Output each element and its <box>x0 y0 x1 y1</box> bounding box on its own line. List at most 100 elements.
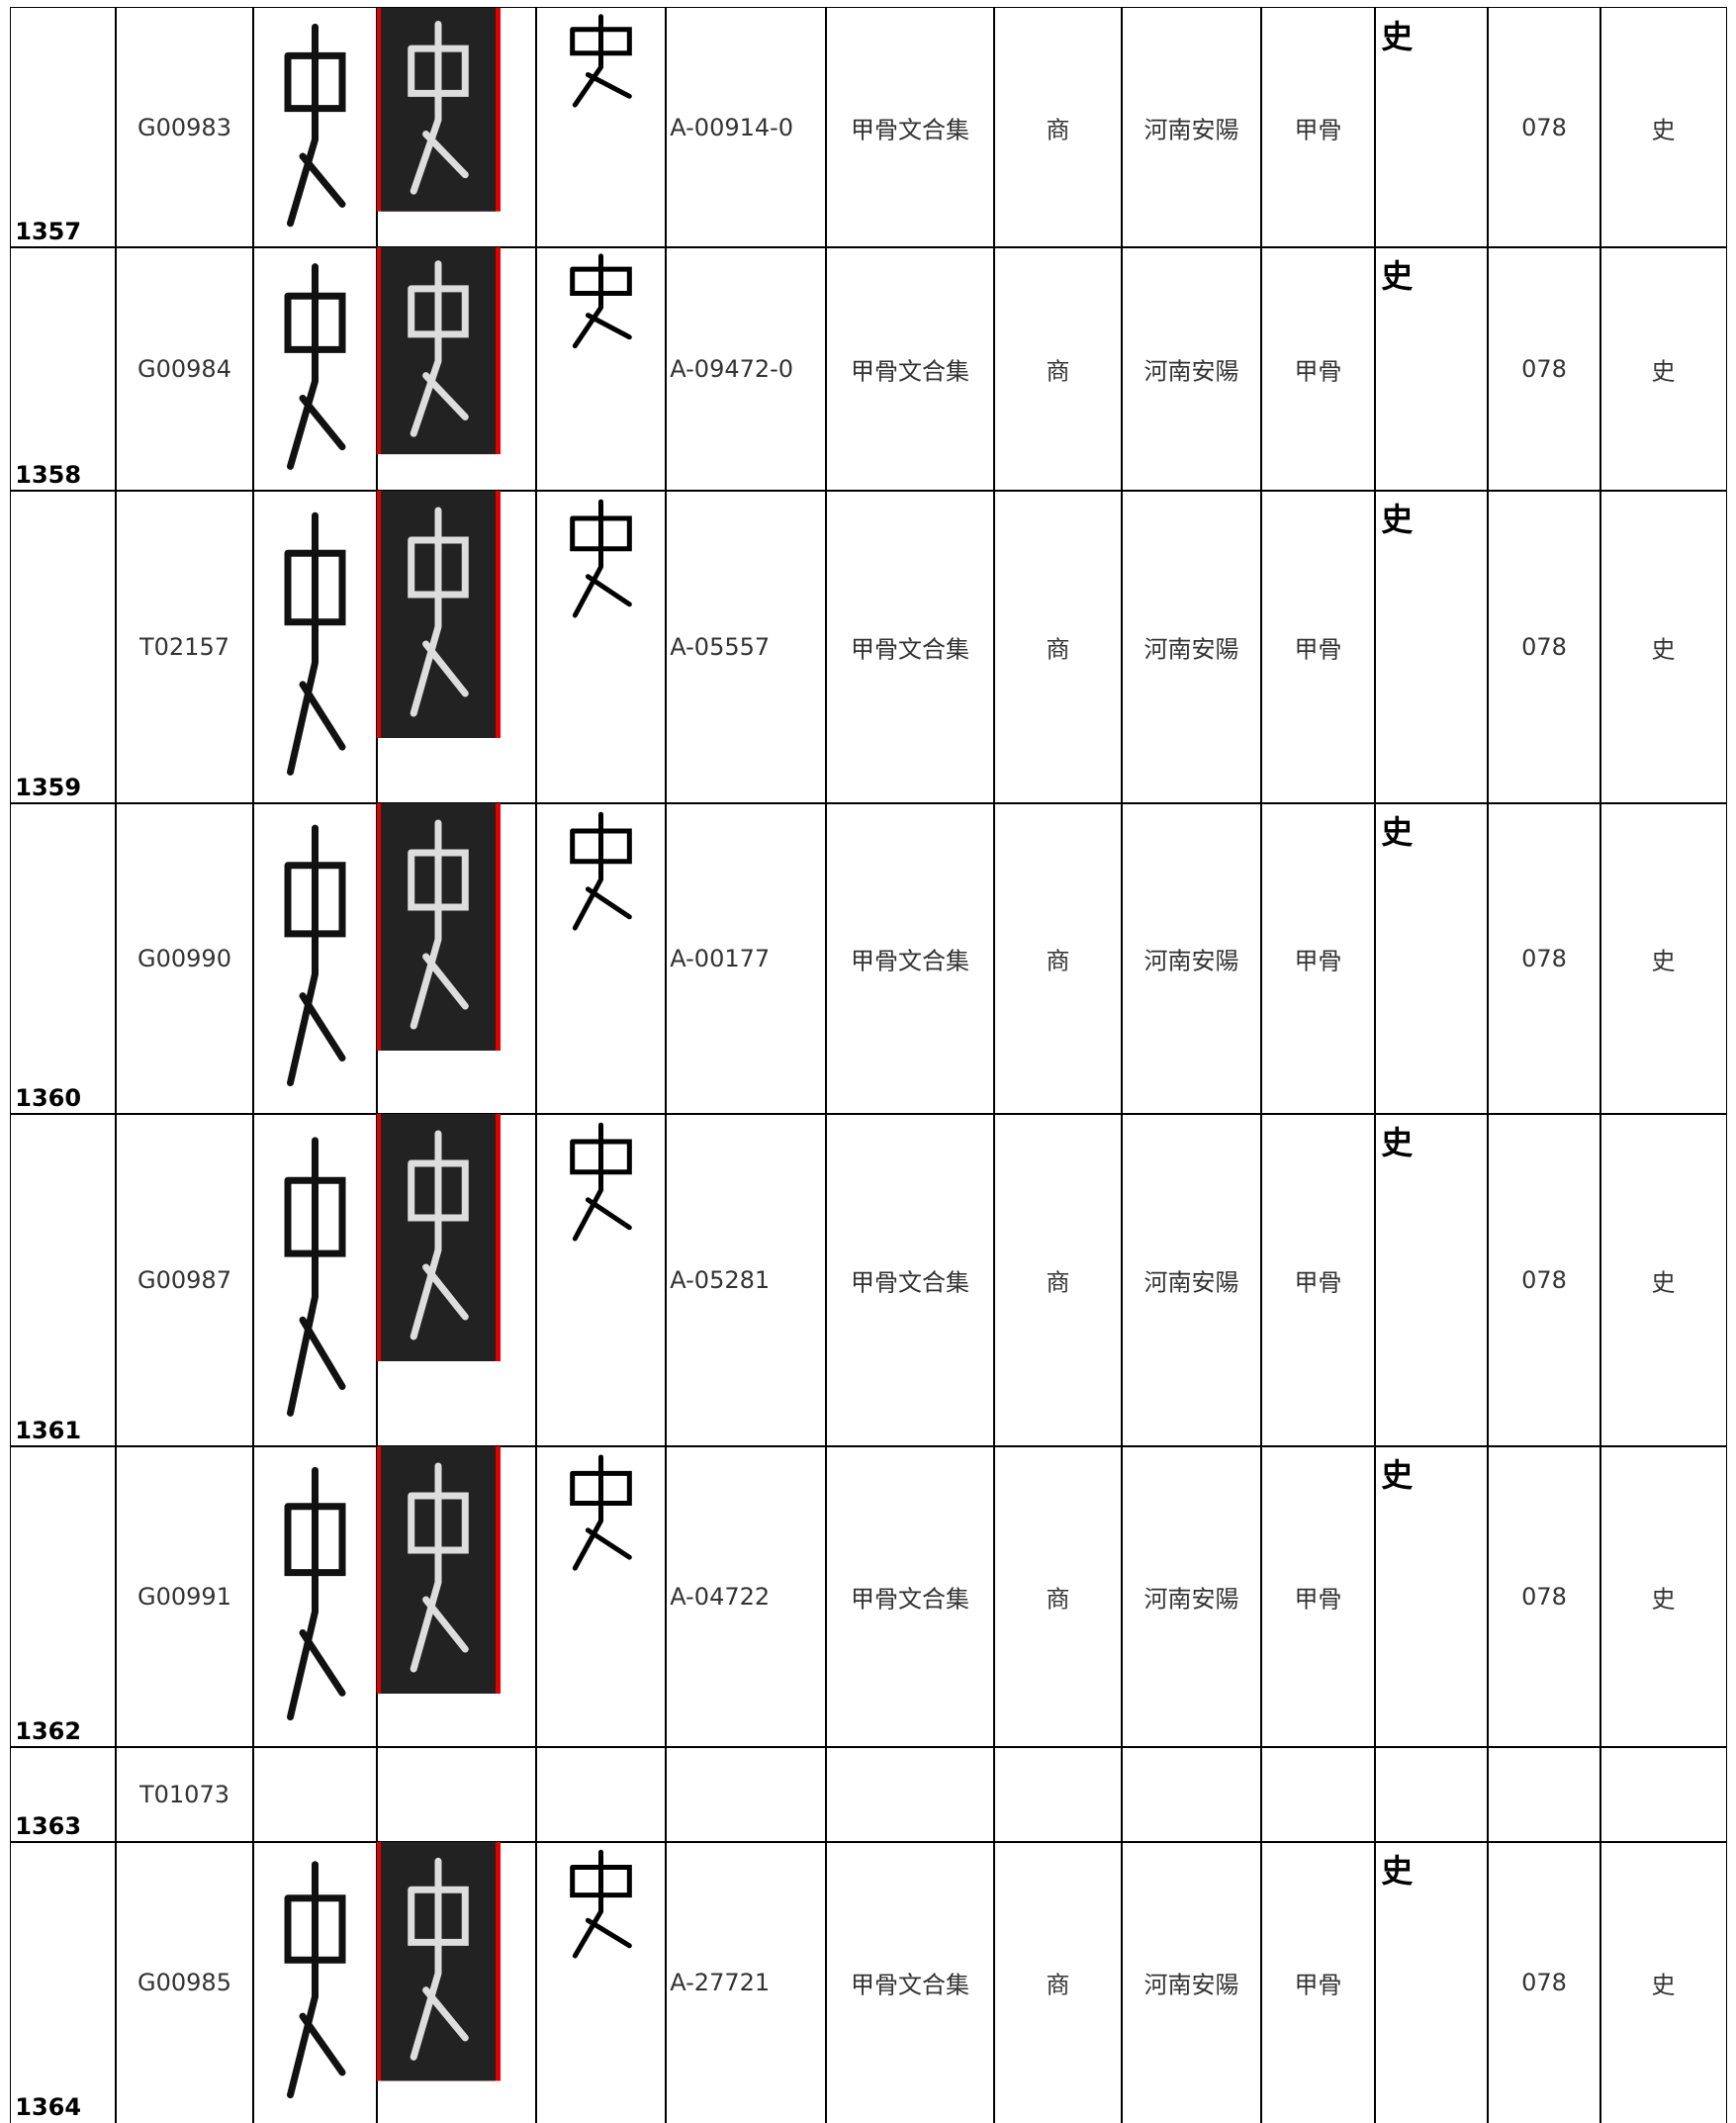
number: 078 <box>1521 355 1567 383</box>
table-cell <box>535 1445 667 1748</box>
table-cell: 河南安陽 <box>1121 802 1262 1115</box>
table-cell: 河南安陽 <box>1121 246 1262 492</box>
glyph-char: 史 <box>1381 1124 1414 1162</box>
material: 甲骨 <box>1294 1268 1342 1297</box>
table-cell: 河南安陽 <box>1121 1841 1262 2123</box>
table-cell: 甲骨文合集 <box>825 1445 995 1748</box>
table-cell: 史 <box>1374 1841 1489 2123</box>
table-cell <box>535 7 667 248</box>
table-cell <box>252 802 378 1115</box>
material: 甲骨 <box>1294 1585 1342 1614</box>
row-id: 1360 <box>15 1083 82 1112</box>
table-cell: A-05557 <box>665 490 827 804</box>
source: A-09472-0 <box>670 355 794 383</box>
table-cell <box>535 490 667 804</box>
table-cell: G00985 <box>115 1841 254 2123</box>
book: 甲骨文合集 <box>851 947 969 975</box>
glyph-char: 史 <box>1381 1456 1414 1495</box>
table-cell <box>376 1746 537 1843</box>
glyph-sketch <box>570 1122 633 1242</box>
table-cell: 甲骨 <box>1260 246 1376 492</box>
glyph-drawing <box>284 824 346 1087</box>
table-cell <box>376 1841 537 2123</box>
table-cell: 商 <box>993 1841 1123 2123</box>
table-cell: 史 <box>1599 1841 1727 2123</box>
table-cell: 甲骨 <box>1260 1445 1376 1748</box>
rubbing-image <box>377 247 502 455</box>
table-cell: 078 <box>1487 1445 1601 1748</box>
book: 甲骨文合集 <box>851 1585 969 1614</box>
table-cell: A-05281 <box>665 1113 827 1447</box>
glyph-sketch <box>570 1849 633 1959</box>
table-cell: 河南安陽 <box>1121 7 1262 248</box>
table-cell: 1364 <box>10 1841 117 2123</box>
table-cell: 甲骨文合集 <box>825 7 995 248</box>
table-cell: T01073 <box>115 1746 254 1843</box>
place: 河南安陽 <box>1143 357 1239 386</box>
table-cell <box>376 246 537 492</box>
table-cell: 078 <box>1487 1113 1601 1447</box>
table-cell <box>825 1746 995 1843</box>
table-cell <box>252 1113 378 1447</box>
glyph-drawing <box>284 1467 346 1721</box>
material: 甲骨 <box>1294 947 1342 975</box>
char: 史 <box>1651 1268 1676 1297</box>
dynasty: 商 <box>1046 1585 1070 1614</box>
table-cell: 史 <box>1599 802 1727 1115</box>
place: 河南安陽 <box>1143 1585 1239 1614</box>
table-cell: 甲骨文合集 <box>825 802 995 1115</box>
table-cell: 河南安陽 <box>1121 1445 1262 1748</box>
glyph-sketch <box>570 811 633 931</box>
table-cell: T02157 <box>115 490 254 804</box>
dynasty: 商 <box>1046 635 1070 664</box>
material: 甲骨 <box>1294 357 1342 386</box>
code: G00991 <box>137 1583 231 1611</box>
glyph-sketch <box>570 253 633 349</box>
dynasty: 商 <box>1046 357 1070 386</box>
dynasty: 商 <box>1046 116 1070 144</box>
table-cell: 史 <box>1599 1113 1727 1447</box>
rubbing-image <box>377 491 502 739</box>
table-cell <box>252 7 378 248</box>
table-cell: 1359 <box>10 490 117 804</box>
number: 078 <box>1521 1583 1567 1611</box>
row-id: 1357 <box>15 217 82 245</box>
table-cell <box>665 1746 827 1843</box>
source: A-00177 <box>670 945 771 972</box>
material: 甲骨 <box>1294 635 1342 664</box>
table-cell <box>1121 1746 1262 1843</box>
table-cell <box>1487 1746 1601 1843</box>
rubbing-image <box>377 803 502 1052</box>
glyph-drawing <box>284 1137 346 1418</box>
char: 史 <box>1651 1585 1676 1614</box>
table-cell: 1360 <box>10 802 117 1115</box>
table-cell <box>535 1113 667 1447</box>
table-cell: 史 <box>1374 802 1489 1115</box>
source: A-27721 <box>670 1969 771 1996</box>
table-cell: 甲骨 <box>1260 802 1376 1115</box>
code: T02157 <box>138 633 229 661</box>
table-cell <box>535 1746 667 1843</box>
code: T01073 <box>138 1781 229 1808</box>
glyph-drawing <box>284 512 346 777</box>
glyph-drawing <box>284 1861 346 2099</box>
glyph-char: 史 <box>1381 257 1414 296</box>
table-cell: G00990 <box>115 802 254 1115</box>
table-cell <box>535 802 667 1115</box>
table-cell: 1357 <box>10 7 117 248</box>
number: 078 <box>1521 633 1567 661</box>
glyph-sketch <box>570 1454 633 1571</box>
table-cell: 甲骨文合集 <box>825 1841 995 2123</box>
table-cell: 史 <box>1374 246 1489 492</box>
table-cell: 1361 <box>10 1113 117 1447</box>
table-cell <box>1260 1746 1376 1843</box>
code: G00987 <box>137 1266 231 1294</box>
table-cell: 商 <box>993 490 1123 804</box>
place: 河南安陽 <box>1143 1268 1239 1297</box>
table-cell: 078 <box>1487 1841 1601 2123</box>
glyph-sketch <box>570 499 633 618</box>
rubbing-image <box>377 1446 502 1695</box>
table-cell <box>376 802 537 1115</box>
number: 078 <box>1521 1266 1567 1294</box>
